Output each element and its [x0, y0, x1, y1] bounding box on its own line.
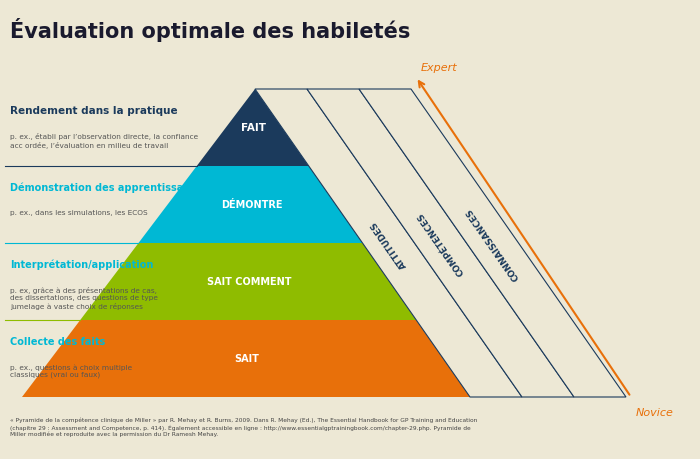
Text: Expert: Expert: [421, 63, 458, 73]
Text: Novice: Novice: [636, 407, 674, 417]
Text: SAIT: SAIT: [234, 354, 260, 364]
Text: CONNAISSANCES: CONNAISSANCES: [464, 206, 521, 281]
Text: Interprétation/application: Interprétation/application: [10, 259, 153, 270]
Text: COMPÉTENCES: COMPÉTENCES: [415, 210, 466, 277]
Text: « Pyramide de la compétence clinique de Miller » par R. Mehay et R. Burns, 2009.: « Pyramide de la compétence clinique de …: [10, 417, 477, 436]
Text: p. ex, grâce à des présentations de cas,
des dissertations, des questions de typ: p. ex, grâce à des présentations de cas,…: [10, 287, 158, 309]
Text: Démonstration des apprentissages: Démonstration des apprentissages: [10, 183, 202, 193]
Polygon shape: [80, 243, 416, 320]
Polygon shape: [139, 167, 363, 243]
Polygon shape: [22, 320, 470, 397]
Text: ATTITUDES: ATTITUDES: [369, 218, 408, 269]
Text: p. ex., dans les simulations, les ECOS: p. ex., dans les simulations, les ECOS: [10, 210, 148, 216]
Text: Évaluation optimale des habiletés: Évaluation optimale des habiletés: [10, 18, 410, 42]
Text: SAIT COMMENT: SAIT COMMENT: [207, 277, 292, 287]
Text: FAIT: FAIT: [241, 123, 267, 133]
Text: p. ex., questions à choix multiple
classiques (vrai ou faux): p. ex., questions à choix multiple class…: [10, 364, 132, 378]
Text: p. ex., établi par l’observation directe, la confiance
acc ordée, l’évaluation e: p. ex., établi par l’observation directe…: [10, 133, 198, 148]
Polygon shape: [307, 90, 574, 397]
Polygon shape: [359, 90, 626, 397]
Text: Rendement dans la pratique: Rendement dans la pratique: [10, 106, 178, 116]
Polygon shape: [255, 90, 522, 397]
Text: DÉMONTRE: DÉMONTRE: [221, 200, 282, 210]
Polygon shape: [197, 90, 309, 167]
Text: Collecte des faits: Collecte des faits: [10, 337, 105, 347]
